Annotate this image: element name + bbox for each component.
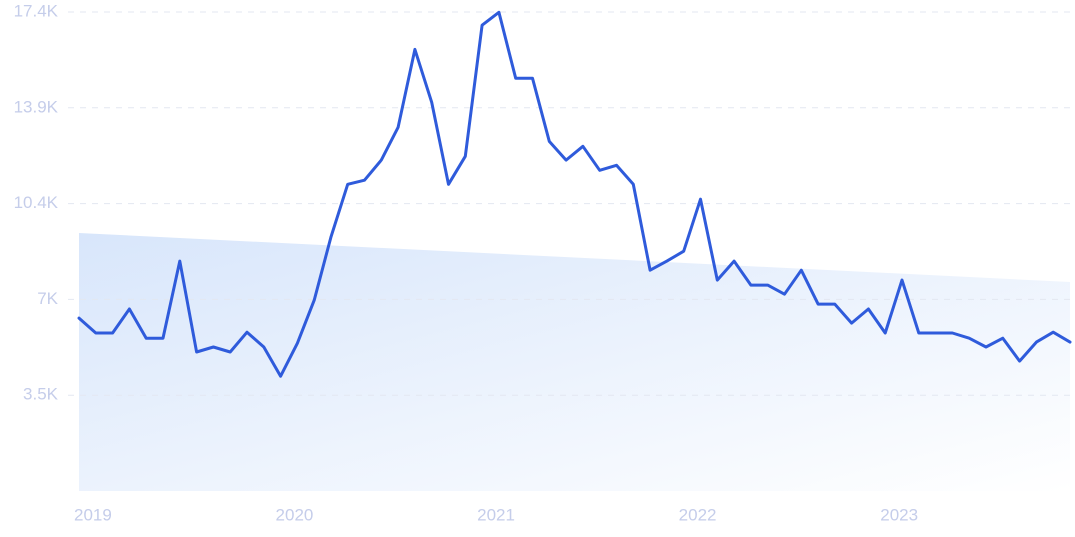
y-tick-label: 17.4K (14, 1, 59, 20)
x-tick-label: 2019 (74, 505, 112, 524)
y-tick-label: 3.5K (23, 385, 59, 404)
y-tick-label: 10.4K (14, 193, 59, 212)
y-tick-label: 7K (37, 289, 58, 308)
x-tick-label: 2020 (276, 505, 314, 524)
x-tick-label: 2023 (880, 505, 918, 524)
trend-area (79, 233, 1070, 491)
x-tick-label: 2022 (679, 505, 717, 524)
y-tick-label: 13.9K (14, 97, 59, 116)
data-line (77, 10, 1072, 378)
x-tick-label: 2021 (477, 505, 515, 524)
